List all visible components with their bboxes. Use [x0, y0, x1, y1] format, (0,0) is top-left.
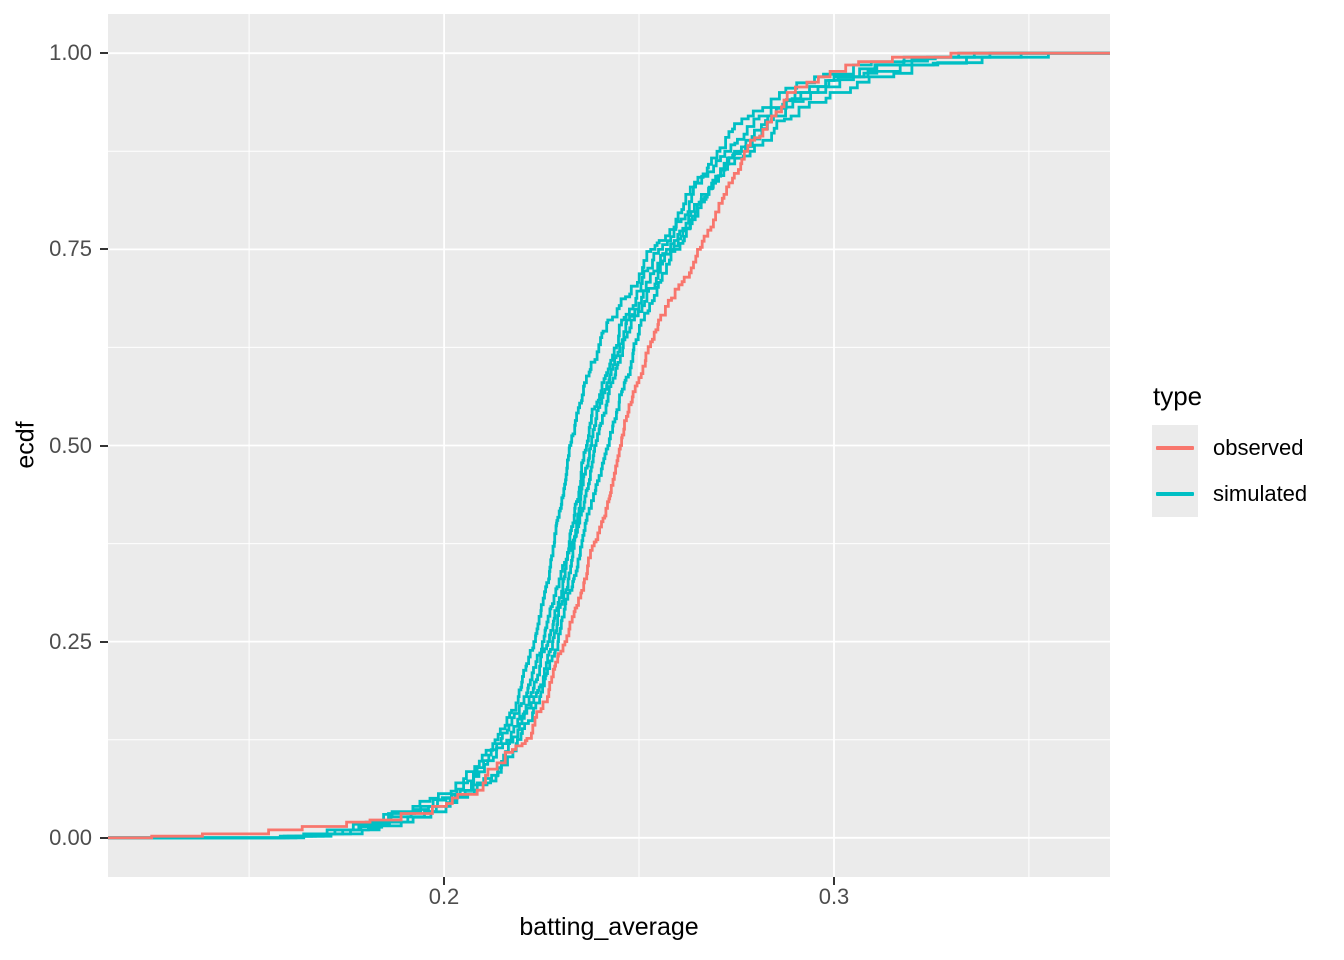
y-tick-label-0.00: 0.00 — [49, 825, 92, 850]
legend-entry-simulated: simulated — [1152, 471, 1307, 517]
x-axis-title: batting_average — [519, 913, 699, 941]
y-tick-mark-0.75 — [100, 248, 108, 250]
ecdf-line-observed — [108, 51, 1110, 840]
chart-canvas — [108, 14, 1110, 877]
legend-label-observed: observed — [1213, 435, 1304, 460]
y-tick-label-0.75: 0.75 — [49, 236, 92, 261]
legend-title: type — [1153, 381, 1203, 411]
x-tick-mark-0.2 — [443, 877, 445, 885]
series-lines — [108, 51, 1110, 840]
legend-label-simulated: simulated — [1213, 481, 1308, 506]
y-tick-mark-1.00 — [100, 52, 108, 54]
ecdf-line-simulated-5 — [108, 51, 1110, 840]
x-tick-label-0.2: 0.2 — [428, 884, 460, 909]
legend: type observed simulated — [1152, 381, 1307, 517]
legend-entry-observed: observed — [1152, 425, 1307, 471]
y-tick-mark-0.25 — [100, 641, 108, 643]
y-tick-mark-0.00 — [100, 837, 108, 839]
y-tick-label-0.25: 0.25 — [49, 629, 92, 654]
y-axis-title: ecdf — [11, 421, 40, 469]
ecdf-line-simulated-4 — [108, 51, 1110, 840]
y-tick-label-1.00: 1.00 — [49, 40, 92, 65]
legend-key-line-simulated-icon — [1156, 492, 1194, 496]
legend-key-observed — [1152, 425, 1198, 471]
y-tick-mark-0.50 — [100, 445, 108, 447]
y-tick-label-0.50: 0.50 — [49, 433, 92, 458]
x-tick-mark-0.3 — [833, 877, 835, 885]
legend-key-simulated — [1152, 471, 1198, 517]
legend-key-line-observed-icon — [1156, 446, 1194, 450]
x-tick-label-0.3: 0.3 — [818, 884, 850, 909]
grid-major — [108, 14, 1110, 877]
